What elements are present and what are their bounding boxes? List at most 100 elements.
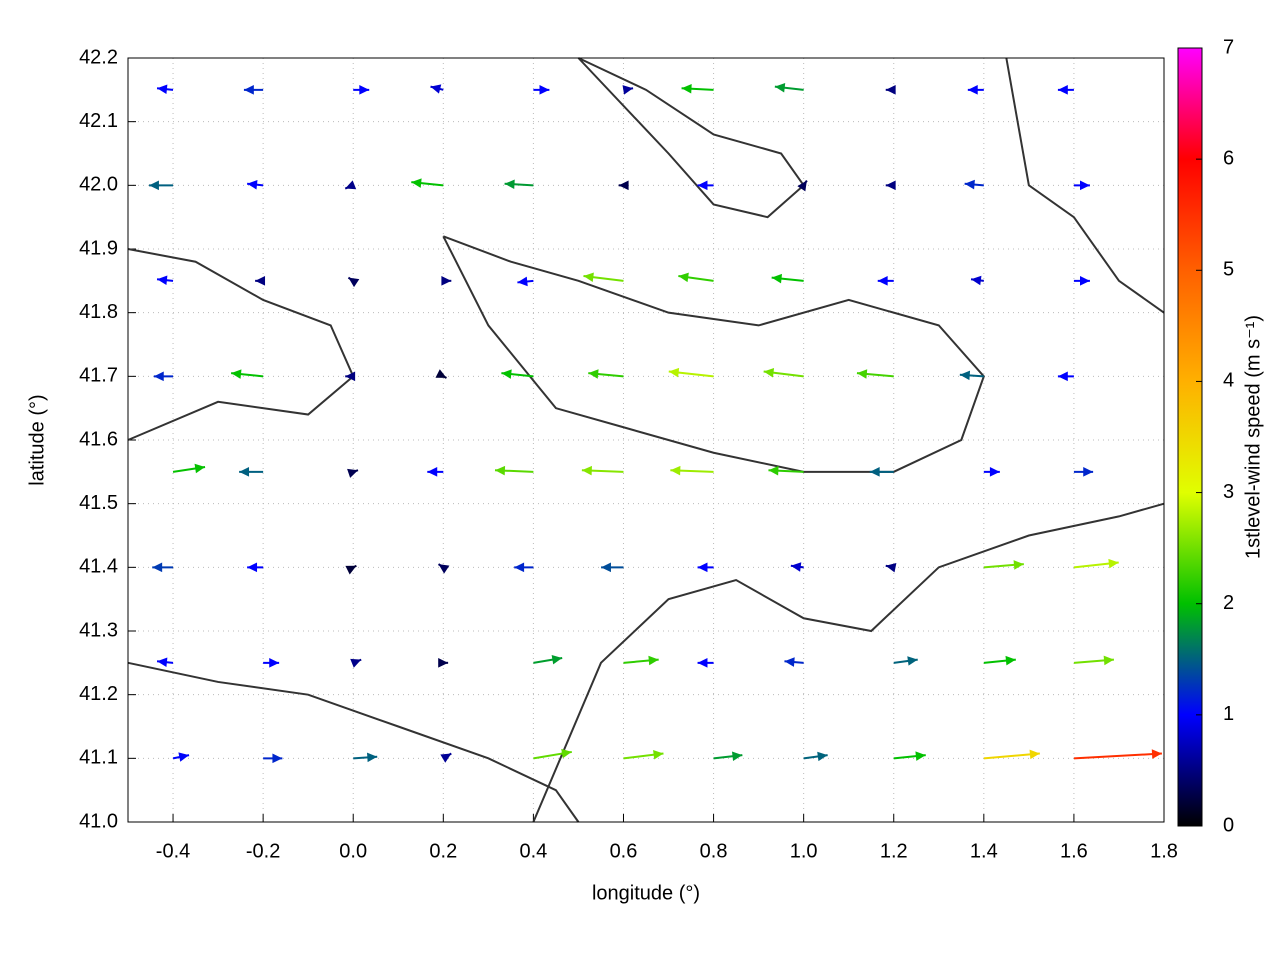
plot-frame	[127, 57, 1165, 823]
vector-head	[430, 84, 442, 94]
wind-vector	[172, 752, 190, 762]
vector-head	[668, 367, 680, 378]
vector-head	[768, 465, 779, 476]
x-axis-label: longitude (°)	[592, 882, 700, 904]
wind-vector	[983, 655, 1016, 666]
vector-head	[581, 465, 592, 476]
wind-vector	[1073, 467, 1094, 477]
vector-head	[345, 371, 356, 382]
vector-head	[583, 272, 594, 282]
vector-head	[539, 85, 550, 95]
wind-vector	[344, 180, 357, 190]
colorbar-tick-label: 7	[1223, 36, 1234, 58]
wind-vector	[437, 563, 450, 574]
vector-shaft	[1073, 752, 1162, 760]
vector-head	[247, 562, 258, 573]
vector-head	[435, 369, 447, 378]
vector-head	[194, 463, 206, 474]
wind-vector	[156, 84, 174, 94]
wind-vector	[678, 272, 714, 283]
wind-vector	[156, 275, 174, 285]
x-tick-label: 1.6	[1060, 840, 1088, 862]
x-tick-label: 0.6	[610, 840, 638, 862]
y-tick-label: 41.6	[79, 428, 118, 450]
wind-vector	[763, 367, 804, 378]
wind-vector	[697, 658, 714, 668]
wind-vector	[1073, 276, 1090, 286]
wind-vector	[435, 369, 447, 379]
vector-head	[618, 180, 629, 191]
wind-vector	[697, 180, 714, 191]
wind-vector	[353, 85, 370, 95]
vector-head	[797, 180, 807, 192]
vector-head	[441, 276, 452, 286]
wind-vector	[494, 465, 534, 476]
wind-vector	[345, 371, 356, 382]
vector-head	[1108, 558, 1119, 569]
wind-vector	[618, 180, 629, 191]
vector-head	[504, 179, 515, 190]
vector-head	[869, 467, 880, 477]
wind-vector	[430, 84, 444, 94]
colorbar-tick-label: 6	[1223, 147, 1234, 169]
vector-head	[588, 369, 599, 379]
vector-head	[959, 370, 971, 381]
wind-vector	[885, 85, 896, 95]
vector-head	[255, 276, 266, 286]
wind-vector	[581, 465, 624, 476]
wind-vector	[670, 465, 714, 476]
vector-head	[971, 275, 982, 286]
colorbar-tick-label: 3	[1223, 481, 1234, 503]
vector-head	[239, 467, 250, 477]
colorbar-tick-label: 0	[1223, 814, 1234, 836]
vector-head	[856, 369, 868, 379]
vector-head	[915, 751, 926, 761]
wind-vector	[970, 275, 984, 286]
wind-vector	[983, 560, 1024, 570]
wind-vector	[243, 85, 264, 95]
vector-head	[438, 564, 450, 574]
colorbar-tick-label: 4	[1223, 370, 1234, 392]
vector-head	[967, 85, 978, 95]
contour-line	[442, 235, 985, 473]
vector-head	[178, 752, 190, 762]
y-tick-label: 42.0	[79, 174, 118, 196]
vector-head	[438, 658, 449, 668]
wind-vector	[533, 654, 563, 665]
vector-head	[157, 275, 168, 285]
x-tick-label: 0.2	[429, 840, 457, 862]
wind-vector	[790, 562, 804, 572]
vector-head	[345, 565, 357, 575]
wind-vector	[347, 468, 359, 478]
vector-head	[774, 82, 786, 93]
vector-head	[347, 468, 359, 478]
vector-head	[601, 562, 611, 573]
wind-vector	[440, 752, 452, 763]
wind-vector	[247, 179, 264, 190]
x-tick-label: 0.8	[700, 840, 728, 862]
vector-head	[427, 467, 438, 477]
vector-head	[697, 562, 708, 573]
wind-vector	[514, 562, 534, 573]
wind-vector	[877, 276, 894, 286]
y-tick-label: 41.4	[79, 556, 118, 578]
vector-head	[681, 83, 692, 94]
vector-head	[1029, 749, 1040, 760]
vector-head	[243, 85, 254, 95]
vector-head	[269, 658, 280, 668]
colorbar-tick-label: 1	[1223, 703, 1234, 725]
wind-vector	[1073, 655, 1114, 666]
wind-vector	[623, 749, 664, 760]
vector-head	[771, 273, 782, 284]
vector-head	[494, 465, 506, 476]
wind-vector	[255, 276, 266, 286]
wind-vector	[353, 752, 378, 763]
x-tick-label: -0.4	[156, 840, 190, 862]
wind-vector	[441, 276, 452, 286]
x-tick-label: 1.4	[970, 840, 998, 862]
vector-head	[501, 369, 512, 379]
wind-vector	[1073, 558, 1119, 569]
wind-vector	[438, 658, 449, 668]
wind-vector	[964, 179, 984, 190]
